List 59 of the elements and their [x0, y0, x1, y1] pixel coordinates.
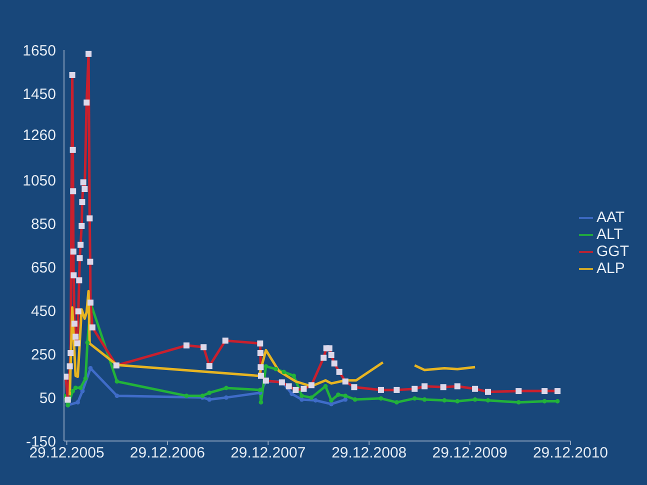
point [313, 398, 318, 403]
x-tick-label: 29.12.2008 [332, 444, 407, 462]
legend-label: GGT [596, 242, 629, 260]
y-tick-label: 450 [30, 302, 56, 320]
y-tick-label: 250 [30, 346, 56, 364]
point [336, 392, 340, 397]
point [472, 397, 478, 402]
point [378, 396, 384, 401]
legend-label: ALT [596, 226, 623, 242]
point [442, 398, 447, 403]
legend-label: ALP [596, 260, 625, 276]
point [394, 400, 399, 405]
point [300, 397, 304, 402]
point [290, 392, 294, 396]
point [224, 395, 228, 400]
point [85, 340, 90, 345]
x-tick-label: 29.12.2007 [230, 444, 306, 462]
point [78, 386, 83, 390]
y-tick-label: 50 [39, 390, 56, 407]
point [207, 397, 212, 402]
point [455, 399, 460, 404]
point [343, 394, 348, 398]
y-tick-label: 1260 [22, 127, 56, 144]
point [264, 364, 268, 368]
point [422, 397, 427, 402]
y-tick-label: 1450 [22, 86, 56, 103]
point [70, 388, 76, 394]
point [274, 366, 278, 372]
point [76, 400, 80, 405]
x-tick-label: 29.12.2010 [532, 444, 608, 462]
x-tick-label: 29.12.2006 [130, 444, 205, 462]
point [282, 370, 286, 374]
point [486, 398, 490, 403]
point [73, 386, 78, 390]
point [542, 399, 547, 404]
point [292, 374, 296, 378]
y-tick-label: 650 [30, 260, 56, 277]
point [516, 400, 521, 405]
point [258, 400, 264, 405]
point [83, 376, 88, 381]
point [329, 398, 334, 403]
point [114, 394, 120, 398]
point [555, 399, 560, 404]
point [258, 388, 262, 392]
point [207, 390, 212, 395]
x-tick-label: 29.12.2009 [432, 444, 508, 462]
y-tick-label: 1650 [22, 42, 56, 60]
point [300, 394, 304, 398]
point [114, 379, 120, 384]
y-tick-label: 850 [30, 216, 56, 234]
y-tick-label: 1050 [22, 172, 56, 190]
point [352, 397, 358, 402]
point [184, 394, 189, 398]
point [323, 384, 328, 388]
legend-label: AAT [596, 208, 625, 226]
point [329, 402, 334, 406]
point [412, 396, 417, 401]
point [309, 395, 314, 400]
point [224, 386, 228, 390]
